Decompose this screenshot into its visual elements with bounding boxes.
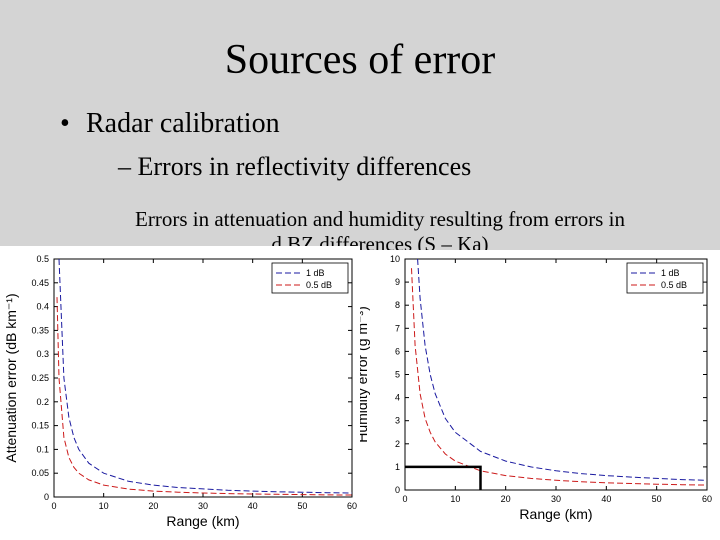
series-line-0-5db [56,297,352,496]
y-tick-label: 0.45 [31,278,49,288]
series-line-1db [417,259,707,481]
caption-line-1: Errors in attenuation and humidity resul… [135,207,625,231]
series-line-0-5db [411,268,707,486]
attenuation-error-chart: 0 0.05 0.1 0.15 0.2 0.25 0.3 0.35 0.4 0.45 0.5 0 10 2… [0,246,360,540]
y-tick-label: 1 [395,462,400,472]
y-tick-label: 0.2 [36,397,49,407]
plot-frame [404,258,708,491]
y-tick-label: 0.05 [31,468,49,478]
y-axis-label: Attenuation error (dB km⁻¹) [3,293,19,462]
y-tick-label: 0.5 [36,254,49,264]
y-tick-label: 2 [395,439,400,449]
x-tick-label: 20 [501,494,511,504]
threshold-marker [405,465,482,490]
y-tick-label: 8 [395,300,400,310]
x-tick-label: 40 [601,494,611,504]
sub-bullet-reflectivity: – Errors in reflectivity differences [118,152,472,181]
legend-label: 1 dB [661,268,680,278]
x-tick-label: 0 [402,494,407,504]
x-tick-label: 20 [148,501,158,511]
plot-frame [53,258,353,498]
attenuation-error-plot: 0 0.05 0.1 0.15 0.2 0.25 0.3 0.35 0.4 0.45 0.5 0 10 2… [3,254,357,529]
y-tick-label: 0.1 [36,444,49,454]
y-tick-label: 0 [44,492,49,502]
legend-label: 0.5 dB [661,280,687,290]
legend-label: 0.5 dB [306,280,332,290]
humidity-error-plot: 0 1 2 3 4 5 6 7 8 9 10 0 10 20 30 40 50 60 1 dB 0.5 dB Range… [360,254,712,522]
x-tick-label: 50 [297,501,307,511]
y-tick-label: 0.35 [31,325,49,335]
x-axis-label: Range (km) [166,513,239,529]
y-tick-label: 0.25 [31,373,49,383]
x-tick-label: 30 [198,501,208,511]
y-tick-label: 6 [395,346,400,356]
y-tick-label: 0.3 [36,349,49,359]
bullet-dot: • [60,108,70,139]
bullet-radar-calibration: • Radar calibration [60,108,280,140]
series-line-1db [58,259,352,494]
x-tick-label: 0 [51,501,56,511]
x-tick-label: 60 [702,494,712,504]
x-tick-label: 10 [450,494,460,504]
y-tick-label: 4 [395,393,400,403]
slide-title: Sources of error [224,37,496,83]
y-tick-label: 7 [395,323,400,333]
y-tick-label: 0.4 [36,302,49,312]
x-tick-label: 10 [99,501,109,511]
legend-box [271,262,349,294]
x-tick-label: 60 [347,501,357,511]
x-axis-label: Range (km) [519,506,592,522]
y-tick-label: 0.15 [31,421,49,431]
y-tick-label: 10 [390,254,400,264]
figure-caption: Errors in attenuation and humidity resul… [90,207,670,257]
humidity-error-chart: 0 1 2 3 4 5 6 7 8 9 10 0 10 20 30 40 50 60 1 dB 0.5 dB Range… [360,250,720,540]
y-tick-label: 3 [395,416,400,426]
legend-label: 1 dB [306,268,325,278]
bullet-text: Radar calibration [86,108,280,139]
y-tick-label: 9 [395,277,400,287]
legend-box [626,262,704,294]
y-axis-label: Humidity error (g m⁻³) [360,306,370,443]
y-tick-label: 5 [395,370,400,380]
x-tick-label: 50 [652,494,662,504]
y-tick-label: 0 [395,485,400,495]
x-tick-label: 40 [248,501,258,511]
x-tick-label: 30 [551,494,561,504]
